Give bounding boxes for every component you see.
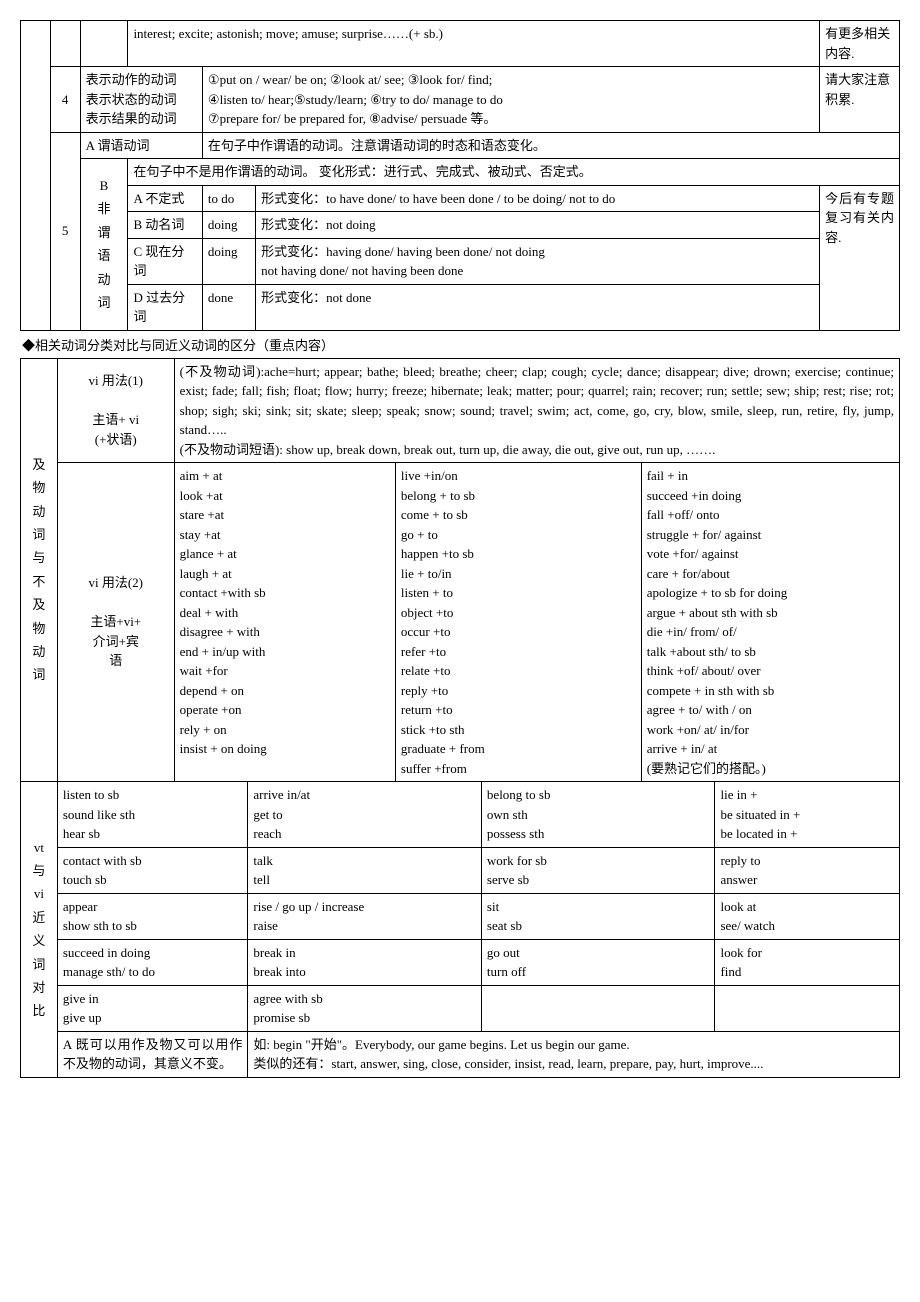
synonym-pair: look for find [715, 939, 900, 985]
synonym-pair: listen to sb sound like sth hear sb [57, 782, 248, 848]
synonym-pair: contact with sb touch sb [57, 847, 248, 893]
non-predicate-label: B 非 谓 语 动 词 [80, 159, 128, 331]
past-participle-form: done [202, 284, 255, 330]
row-number: 5 [50, 132, 80, 330]
synonym-pair: talk tell [248, 847, 482, 893]
verb-examples: ①put on / wear/ be on; ②look at/ see; ③l… [202, 67, 819, 133]
synonym-pair: go out turn off [481, 939, 715, 985]
blank-cell [50, 21, 80, 67]
row-number: 4 [50, 67, 80, 133]
note-cell: 有更多相关内容. [820, 21, 900, 67]
vi-usage-1-label: vi 用法(1) 主语+ vi (+状语) [57, 358, 174, 463]
synonym-pair: give in give up [57, 985, 248, 1031]
gerund-form: doing [202, 212, 255, 239]
grammar-table-1: interest; excite; astonish; move; amuse;… [20, 20, 900, 331]
note-cell: 今后有专题复习有关内容. [820, 185, 900, 330]
verb-comparison-table: 及 物 动 词 与 不 及 物 动 词 vi 用法(1) 主语+ vi (+状语… [20, 358, 900, 1078]
past-participle-change: 形式变化：not done [256, 284, 820, 330]
synonym-pair: agree with sb promise sb [248, 985, 482, 1031]
synonym-pair: lie in + be situated in + be located in … [715, 782, 900, 848]
synonym-pair: sit seat sb [481, 893, 715, 939]
synonym-pair [715, 985, 900, 1031]
synonym-pair: break in break into [248, 939, 482, 985]
both-transitive-intransitive-example: 如: begin "开始"。Everybody, our game begins… [248, 1031, 900, 1077]
intransitive-verb-list: (不及物动词):ache=hurt; appear; bathe; bleed;… [174, 358, 899, 463]
present-participle-change: 形式变化：having done/ having been done/ not … [256, 238, 820, 284]
transitive-intransitive-label: 及 物 动 词 与 不 及 物 动 词 [21, 358, 58, 782]
infinitive-change: 形式变化：to have done/ to have been done / t… [256, 185, 820, 212]
infinitive-form: to do [202, 185, 255, 212]
predicate-verb-label: A 谓语动词 [80, 132, 202, 159]
section-header: ◆相关动词分类对比与同近义动词的区分（重点内容） [20, 335, 900, 354]
synonym-pair: belong to sb own sth possess sth [481, 782, 715, 848]
synonym-pair: appear show sth to sb [57, 893, 248, 939]
synonym-pair: reply to answer [715, 847, 900, 893]
synonym-pair: succeed in doing manage sth/ to do [57, 939, 248, 985]
past-participle-label: D 过去分词 [128, 284, 202, 330]
synonym-pair: look at see/ watch [715, 893, 900, 939]
verb-prep-col2: live +in/on belong + to sb come + to sb … [395, 463, 641, 782]
verb-examples: interest; excite; astonish; move; amuse;… [128, 21, 820, 67]
vi-usage-2-label: vi 用法(2) 主语+vi+ 介词+宾 语 [57, 463, 174, 782]
vt-vi-synonym-label: vt 与 vi 近 义 词 对 比 [21, 782, 58, 1078]
note-cell: 请大家注意积累. [820, 67, 900, 133]
gerund-change: 形式变化：not doing [256, 212, 820, 239]
synonym-pair [481, 985, 715, 1031]
verb-prep-col1: aim + at look +at stare +at stay +at gla… [174, 463, 395, 782]
verb-prep-col3: fail + in succeed +in doing fall +off/ o… [641, 463, 899, 782]
left-spacer [21, 21, 51, 331]
present-participle-label: C 现在分词 [128, 238, 202, 284]
non-predicate-header: 在句子中不是用作谓语的动词。 变化形式：进行式、完成式、被动式、否定式。 [128, 159, 900, 186]
both-transitive-intransitive-label: A 既可以用作及物又可以用作不及物的动词，其意义不变。 [57, 1031, 248, 1077]
infinitive-label: A 不定式 [128, 185, 202, 212]
blank-cell [80, 21, 128, 67]
present-participle-form: doing [202, 238, 255, 284]
verb-types-label: 表示动作的动词 表示状态的动词 表示结果的动词 [80, 67, 202, 133]
gerund-label: B 动名词 [128, 212, 202, 239]
synonym-pair: rise / go up / increase raise [248, 893, 482, 939]
synonym-pair: arrive in/at get to reach [248, 782, 482, 848]
synonym-pair: work for sb serve sb [481, 847, 715, 893]
predicate-verb-content: 在句子中作谓语的动词。注意谓语动词的时态和语态变化。 [202, 132, 899, 159]
